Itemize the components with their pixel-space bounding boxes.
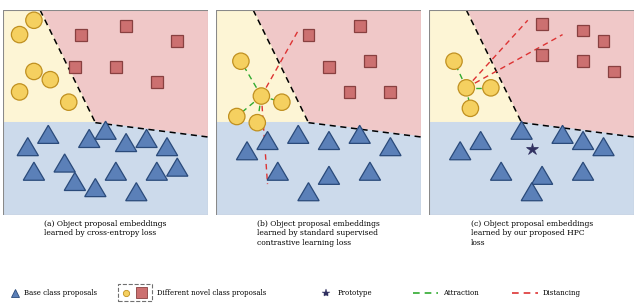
Polygon shape [115,133,137,152]
Bar [136,287,147,298]
Bar [354,20,365,32]
Text: Different novel class proposals: Different novel class proposals [157,289,266,297]
Bar [577,55,589,67]
Polygon shape [54,154,76,172]
Bar [598,35,609,47]
Polygon shape [3,10,95,123]
Bar [385,86,396,98]
Polygon shape [429,123,634,215]
Polygon shape [359,162,381,180]
Circle shape [462,100,479,116]
Polygon shape [531,166,553,184]
Circle shape [26,63,42,80]
Polygon shape [166,158,188,176]
Polygon shape [380,138,401,156]
Polygon shape [3,10,208,215]
Text: (a) Object proposal embeddings
learned by cross-entropy loss: (a) Object proposal embeddings learned b… [44,220,167,237]
Polygon shape [146,162,168,180]
Polygon shape [156,138,178,156]
Bar [364,55,376,67]
Text: (c) Object proposal embeddings
learned by our proposed HPC
loss: (c) Object proposal embeddings learned b… [470,220,593,247]
Polygon shape [572,132,594,149]
Circle shape [249,115,266,131]
Polygon shape [23,162,45,180]
Bar [75,29,87,41]
Bar [110,61,122,73]
Polygon shape [216,10,308,123]
Polygon shape [490,162,512,180]
Polygon shape [470,132,492,149]
Circle shape [61,94,77,110]
Bar [151,76,163,88]
Polygon shape [349,125,371,144]
Circle shape [12,26,28,43]
Polygon shape [318,132,340,149]
Circle shape [446,53,462,69]
Text: (b) Object proposal embeddings
learned by standard supervised
contrastive learni: (b) Object proposal embeddings learned b… [257,220,380,247]
Circle shape [26,12,42,28]
Polygon shape [216,123,421,215]
Polygon shape [136,129,157,148]
Polygon shape [3,123,208,215]
Polygon shape [17,138,38,156]
Bar [323,61,335,73]
Bar [344,86,355,98]
Bar [69,61,81,73]
Circle shape [253,88,269,104]
Circle shape [458,80,474,96]
Polygon shape [105,162,127,180]
Text: Prototype: Prototype [338,289,372,297]
Polygon shape [79,129,100,148]
Text: Attraction: Attraction [444,289,479,297]
Polygon shape [449,142,471,160]
Polygon shape [236,142,258,160]
Bar [608,66,620,77]
Polygon shape [216,10,421,215]
Polygon shape [125,183,147,201]
Circle shape [483,80,499,96]
Polygon shape [287,125,309,144]
Polygon shape [429,10,634,215]
Circle shape [233,53,249,69]
Polygon shape [318,166,340,184]
Circle shape [42,71,58,88]
Polygon shape [552,125,573,144]
Polygon shape [84,179,106,197]
Polygon shape [429,10,522,123]
Text: Distancing: Distancing [543,289,580,297]
Polygon shape [572,162,594,180]
Circle shape [228,108,245,125]
Polygon shape [511,121,532,139]
Polygon shape [593,138,614,156]
Bar [577,25,589,36]
Bar [536,18,548,30]
Polygon shape [95,121,116,139]
Polygon shape [298,183,319,201]
Polygon shape [64,172,86,190]
Bar [172,35,183,47]
Bar [536,49,548,61]
Polygon shape [521,183,543,201]
Polygon shape [267,162,289,180]
Circle shape [274,94,290,110]
Polygon shape [257,132,278,149]
Bar [120,20,132,32]
Bar [303,29,314,41]
Text: Base class proposals: Base class proposals [24,289,97,297]
Polygon shape [38,125,59,144]
Circle shape [12,84,28,100]
